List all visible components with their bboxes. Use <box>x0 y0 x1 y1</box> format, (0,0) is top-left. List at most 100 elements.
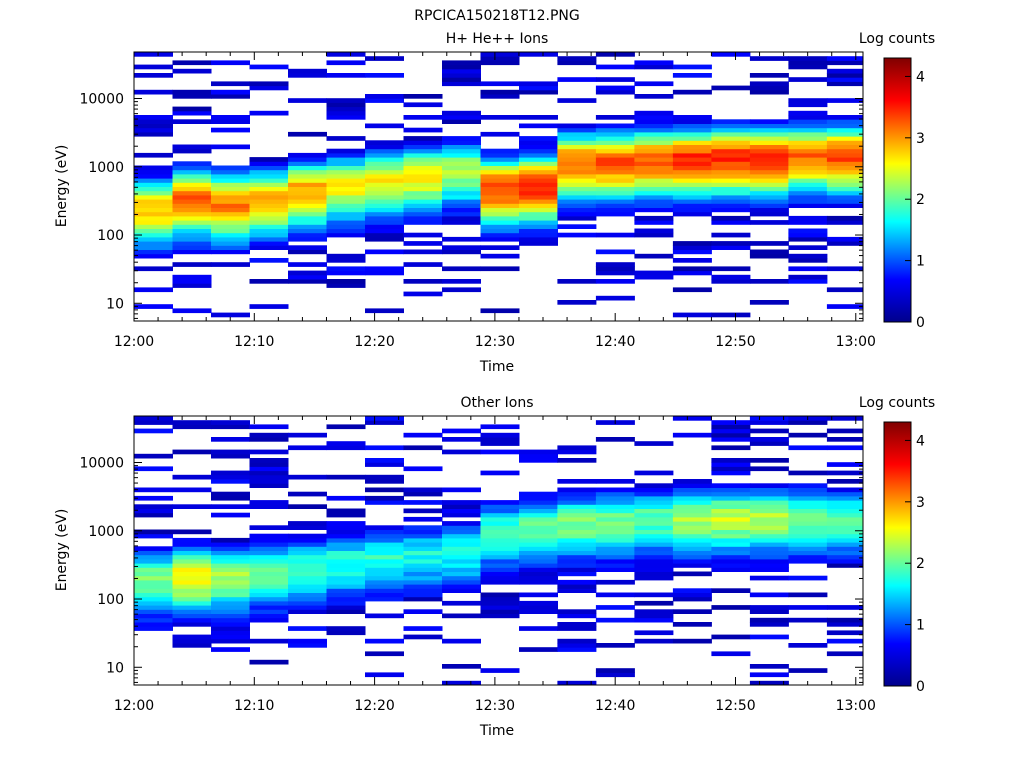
heatmap-cell <box>326 283 366 288</box>
heatmap-cell <box>557 178 597 183</box>
heatmap-cell <box>211 241 250 246</box>
heatmap-cell <box>519 542 558 547</box>
heatmap-cell <box>403 588 443 593</box>
heatmap-cell <box>134 304 173 309</box>
heatmap-cell <box>134 546 173 551</box>
heatmap-cell <box>557 537 597 543</box>
heatmap-cell <box>711 445 751 451</box>
heatmap-cell <box>172 148 212 154</box>
heatmap-cell <box>249 432 289 438</box>
heatmap-cell <box>557 567 597 572</box>
heatmap-cell <box>749 182 789 187</box>
heatmap-cell <box>711 182 751 187</box>
heatmap-cell <box>788 144 828 150</box>
heatmap-cell <box>749 521 789 526</box>
heatmap-cell <box>634 232 674 238</box>
heatmap-cell <box>442 664 481 669</box>
y-axis-label: Energy (eV) <box>54 145 70 228</box>
heatmap-cell <box>403 241 443 246</box>
heatmap-cell <box>480 52 520 57</box>
heatmap-cell <box>403 508 443 514</box>
heatmap-cell <box>826 651 863 657</box>
heatmap-cell <box>557 516 597 522</box>
heatmap-cell <box>749 136 789 141</box>
heatmap-cell <box>711 140 751 145</box>
heatmap-cell <box>788 668 828 673</box>
heatmap-cell <box>288 161 327 166</box>
heatmap-cell <box>557 500 597 505</box>
heatmap-cell <box>326 525 366 530</box>
heatmap-cell <box>134 533 173 539</box>
heatmap-cell <box>711 537 751 543</box>
heatmap-cell <box>326 148 366 154</box>
heatmap-cell <box>826 148 863 154</box>
heatmap-cell <box>711 266 751 272</box>
heatmap-cell <box>480 157 520 162</box>
heatmap-cell <box>826 136 863 141</box>
heatmap-cell <box>172 190 212 196</box>
heatmap-cell <box>711 466 751 472</box>
heatmap-cell <box>749 211 789 217</box>
heatmap-cell <box>480 546 520 551</box>
heatmap-cell <box>365 165 404 171</box>
heatmap-cell <box>672 144 712 150</box>
heatmap-cell <box>519 89 558 95</box>
heatmap-cell <box>134 453 173 459</box>
heatmap-cell <box>749 123 789 129</box>
heatmap-cell <box>672 73 712 78</box>
heatmap-cell <box>749 504 789 509</box>
heatmap-cell <box>172 584 212 589</box>
heatmap-cell <box>595 131 635 137</box>
heatmap-cell <box>288 575 327 581</box>
heatmap-cell <box>634 157 674 162</box>
heatmap-cell <box>172 224 212 229</box>
heatmap-cell <box>480 220 520 225</box>
heatmap-cell <box>788 537 828 543</box>
heatmap-cell <box>134 215 173 221</box>
heatmap-cell <box>519 512 558 518</box>
heatmap-cell <box>249 462 289 467</box>
heatmap-cell <box>557 584 597 589</box>
heatmap-cell <box>403 211 443 217</box>
x-tick-label: 12:40 <box>595 334 635 350</box>
heatmap-cell <box>134 165 173 171</box>
heatmap-cell <box>711 516 751 522</box>
heatmap-cell <box>249 596 289 602</box>
heatmap-cell <box>557 680 597 685</box>
heatmap-cell <box>211 491 250 497</box>
heatmap-cell <box>211 173 250 179</box>
heatmap-cell <box>326 165 366 171</box>
heatmap-cell <box>288 215 327 221</box>
heatmap-cell <box>326 563 366 568</box>
heatmap-cell <box>480 178 520 183</box>
heatmap-cell <box>249 220 289 225</box>
heatmap-cell <box>595 161 635 166</box>
heatmap-cell <box>519 592 558 598</box>
heatmap-cell <box>134 529 173 535</box>
heatmap-cell <box>288 228 327 234</box>
heatmap-cell <box>519 647 558 652</box>
heatmap-cells <box>134 416 863 685</box>
heatmap-cell <box>519 575 558 581</box>
heatmap-cell <box>672 609 712 614</box>
heatmap-cell <box>788 136 828 141</box>
heatmap-cell <box>519 521 558 526</box>
heatmap-cell <box>211 262 250 267</box>
panel-h-he-ions: H+ He++ Ions 12:00 12:10 12:20 12:30 12:40 12… <box>54 31 935 375</box>
heatmap-cell <box>634 512 674 518</box>
heatmap-cell <box>134 592 173 598</box>
heatmap-cell <box>249 609 289 614</box>
heatmap-cell <box>634 140 674 145</box>
heatmap-cell <box>634 110 674 116</box>
heatmap-cell <box>442 215 481 221</box>
heatmap-cell <box>557 127 597 133</box>
heatmap-cell <box>365 190 404 196</box>
heatmap-cell <box>403 127 443 133</box>
heatmap-cell <box>211 215 250 221</box>
heatmap-cell <box>365 571 404 577</box>
heatmap-cell <box>595 592 635 598</box>
heatmap-cell <box>249 157 289 162</box>
heatmap-cell <box>442 140 481 145</box>
heatmap-cell <box>711 567 751 572</box>
y-tick-label: 1000 <box>88 524 124 540</box>
